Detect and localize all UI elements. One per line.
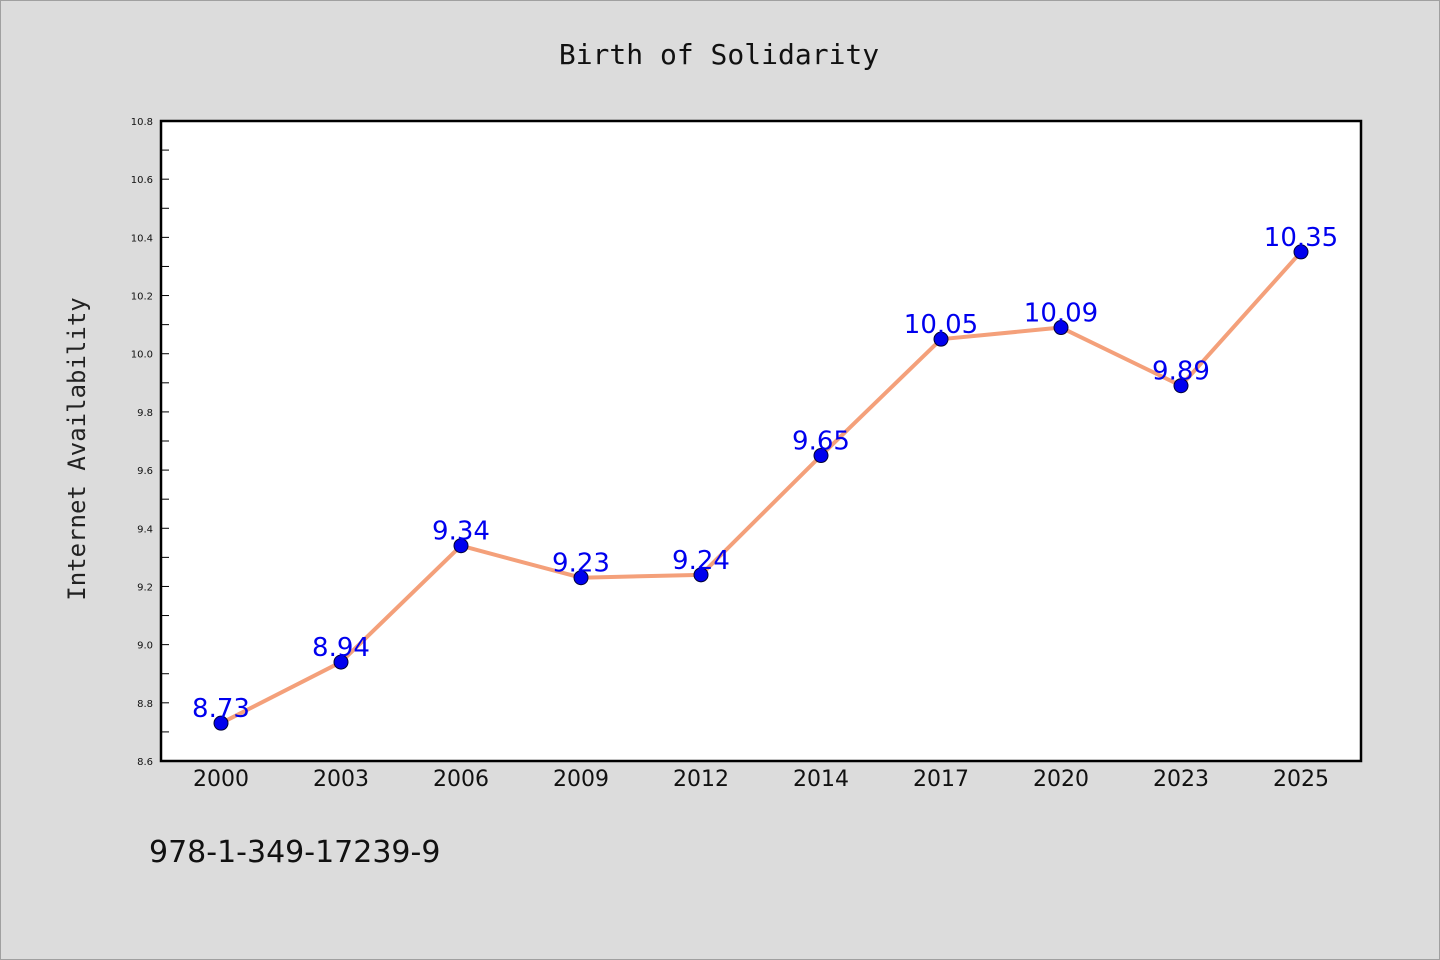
x-tick-label: 2014 [793, 767, 849, 792]
x-tick-label: 2009 [553, 767, 609, 792]
data-point-label: 10.05 [904, 310, 978, 340]
data-point-label: 9.89 [1152, 357, 1210, 387]
series-line [219, 249, 1303, 726]
data-point-label: 8.73 [192, 694, 250, 724]
data-point-label: 8.94 [312, 633, 370, 663]
x-tick-label: 2012 [673, 767, 729, 792]
data-point-marker [1293, 244, 1309, 260]
y-tick-label: 10.0 [131, 350, 153, 361]
series-line-group: 8.73 8.94 9.34 9.23 9.24 9.65 10.05 10.09 9.89 10… [192, 223, 1338, 731]
y-tick-label: 8.6 [137, 757, 153, 768]
plot-frame [159, 119, 1363, 763]
y-tick-label: 9.4 [137, 524, 153, 535]
data-point-marker [1053, 320, 1069, 336]
y-tick-label: 9.2 [137, 582, 153, 593]
data-point-label: 9.23 [552, 549, 610, 579]
x-tick-label: 2006 [433, 767, 489, 792]
data-point-marker [333, 654, 349, 670]
data-point-label: 9.65 [792, 427, 850, 457]
y-tick-label: 9.0 [137, 641, 153, 652]
data-point-marker [693, 567, 709, 583]
x-tick-label: 2023 [1153, 767, 1209, 792]
x-tick-label: 2025 [1273, 767, 1329, 792]
y-tick-label: 10.6 [131, 175, 153, 186]
x-tick-label: 2017 [913, 767, 969, 792]
y-tick-label: 10.8 [131, 117, 153, 128]
data-point-marker [813, 448, 829, 464]
data-point-marker [1173, 378, 1189, 394]
data-point-marker [933, 331, 949, 347]
y-tick-label: 8.8 [137, 699, 153, 710]
footer-isbn: 978-1-349-17239-9 [149, 835, 441, 870]
x-tick-label: 2000 [193, 767, 249, 792]
data-point-marker [213, 715, 229, 731]
y-tick-label: 9.8 [137, 408, 153, 419]
data-point-marker [453, 538, 469, 554]
chart-title: Birth of Solidarity [559, 38, 879, 71]
data-point-marker [573, 570, 589, 586]
y-axis-label: Internet Availability [63, 297, 91, 600]
data-point-label: 10.35 [1264, 223, 1338, 253]
x-axis-ticks: 2000 2003 2006 2009 2012 2014 2017 2020 2023 2025 [193, 767, 1329, 792]
y-axis-ticks: 8.6 8.8 9.0 9.2 9.4 9.6 9.8 10.0 10.2 10.4 10.6 10.… [131, 117, 169, 768]
y-tick-label: 10.4 [131, 233, 153, 244]
data-point-label: 9.34 [432, 517, 490, 547]
y-tick-label: 9.6 [137, 466, 153, 477]
y-tick-label: 10.2 [131, 292, 153, 303]
data-point-label: 9.24 [672, 546, 730, 576]
data-point-label: 10.09 [1024, 299, 1098, 329]
x-tick-label: 2003 [313, 767, 369, 792]
x-tick-label: 2020 [1033, 767, 1089, 792]
plot-area [161, 121, 1361, 761]
